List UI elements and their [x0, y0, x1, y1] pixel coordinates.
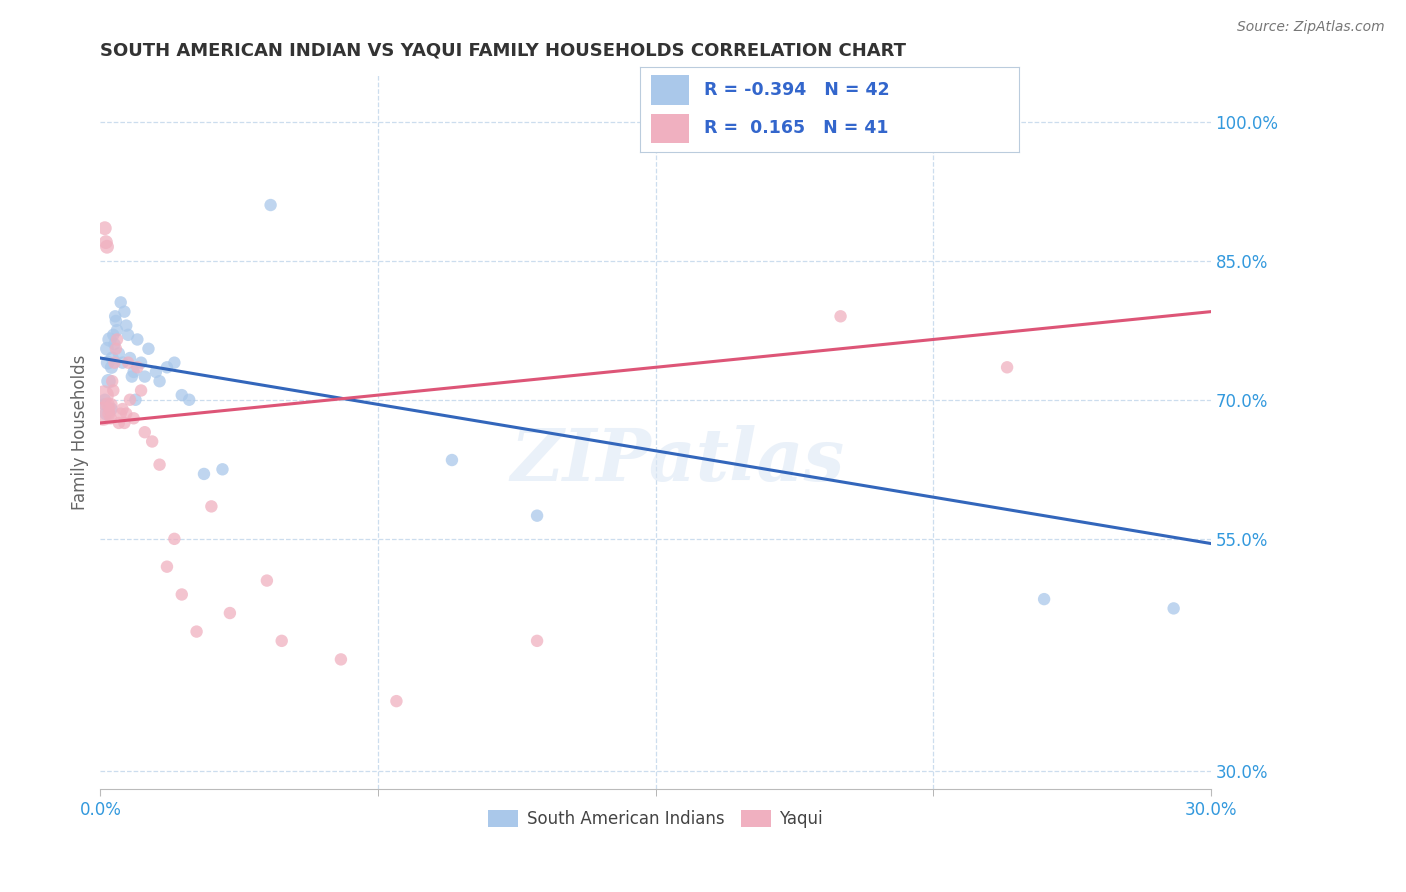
Point	[97, 397, 120, 411]
Point	[91, 407, 114, 421]
Point	[94, 221, 117, 235]
Point	[103, 327, 125, 342]
Point	[1033, 592, 1056, 607]
Point	[127, 360, 149, 375]
Point	[121, 369, 143, 384]
Point	[115, 407, 138, 421]
Point	[104, 314, 127, 328]
Point	[108, 416, 131, 430]
Point	[440, 453, 463, 467]
Point	[134, 369, 156, 384]
Point	[211, 462, 233, 476]
Point	[104, 310, 127, 324]
Point	[141, 434, 163, 449]
Point	[117, 327, 139, 342]
FancyBboxPatch shape	[651, 113, 689, 143]
Point	[259, 198, 281, 212]
Point	[129, 356, 152, 370]
Legend: South American Indians, Yaqui: South American Indians, Yaqui	[481, 803, 830, 834]
Point	[179, 392, 201, 407]
Text: R = -0.394   N = 42: R = -0.394 N = 42	[704, 81, 890, 99]
FancyBboxPatch shape	[651, 76, 689, 105]
Point	[100, 397, 122, 411]
Point	[97, 407, 120, 421]
Point	[101, 374, 124, 388]
Point	[93, 397, 115, 411]
Text: Source: ZipAtlas.com: Source: ZipAtlas.com	[1237, 20, 1385, 34]
Point	[103, 356, 125, 370]
Point	[97, 356, 120, 370]
Point	[100, 411, 122, 425]
Point	[101, 351, 124, 365]
Point	[94, 235, 117, 249]
Y-axis label: Family Households: Family Households	[72, 354, 89, 510]
Point	[98, 402, 121, 417]
Point	[122, 365, 145, 379]
Point	[111, 402, 134, 417]
Point	[186, 624, 208, 639]
Point	[526, 508, 548, 523]
Point	[103, 337, 125, 351]
Point	[148, 374, 170, 388]
Point	[163, 532, 186, 546]
Point	[94, 407, 117, 421]
Point	[110, 295, 132, 310]
Point	[104, 342, 127, 356]
Point	[117, 356, 139, 370]
Point	[163, 356, 186, 370]
Point	[170, 388, 193, 402]
Point	[105, 333, 128, 347]
Point	[219, 606, 242, 620]
Point	[110, 407, 132, 421]
Point	[256, 574, 278, 588]
Point	[134, 425, 156, 440]
Point	[108, 346, 131, 360]
Point	[93, 388, 115, 402]
Text: SOUTH AMERICAN INDIAN VS YAQUI FAMILY HOUSEHOLDS CORRELATION CHART: SOUTH AMERICAN INDIAN VS YAQUI FAMILY HO…	[100, 42, 907, 60]
Point	[138, 342, 160, 356]
Point	[1163, 601, 1185, 615]
Point	[329, 652, 352, 666]
Point	[100, 360, 122, 375]
Point	[200, 500, 222, 514]
Point	[145, 365, 167, 379]
Point	[170, 587, 193, 601]
Point	[103, 384, 125, 398]
Text: R =  0.165   N = 41: R = 0.165 N = 41	[704, 119, 889, 136]
Point	[148, 458, 170, 472]
Text: ZIPatlas: ZIPatlas	[510, 425, 845, 496]
Point	[94, 392, 117, 407]
Point	[115, 318, 138, 333]
Point	[98, 333, 121, 347]
Point	[830, 310, 852, 324]
Point	[127, 333, 149, 347]
Point	[526, 633, 548, 648]
Point	[96, 342, 118, 356]
Point	[193, 467, 215, 481]
Point	[118, 351, 141, 365]
Point	[100, 402, 122, 417]
Point	[129, 384, 152, 398]
Point	[118, 392, 141, 407]
Point	[995, 360, 1018, 375]
Point	[385, 694, 408, 708]
Point	[122, 411, 145, 425]
Point	[156, 360, 179, 375]
Point	[112, 416, 135, 430]
Point	[270, 633, 292, 648]
Point	[124, 392, 146, 407]
Point	[156, 559, 179, 574]
Point	[112, 304, 135, 318]
Point	[111, 356, 134, 370]
Point	[97, 374, 120, 388]
Point	[105, 323, 128, 337]
Point	[96, 240, 118, 254]
